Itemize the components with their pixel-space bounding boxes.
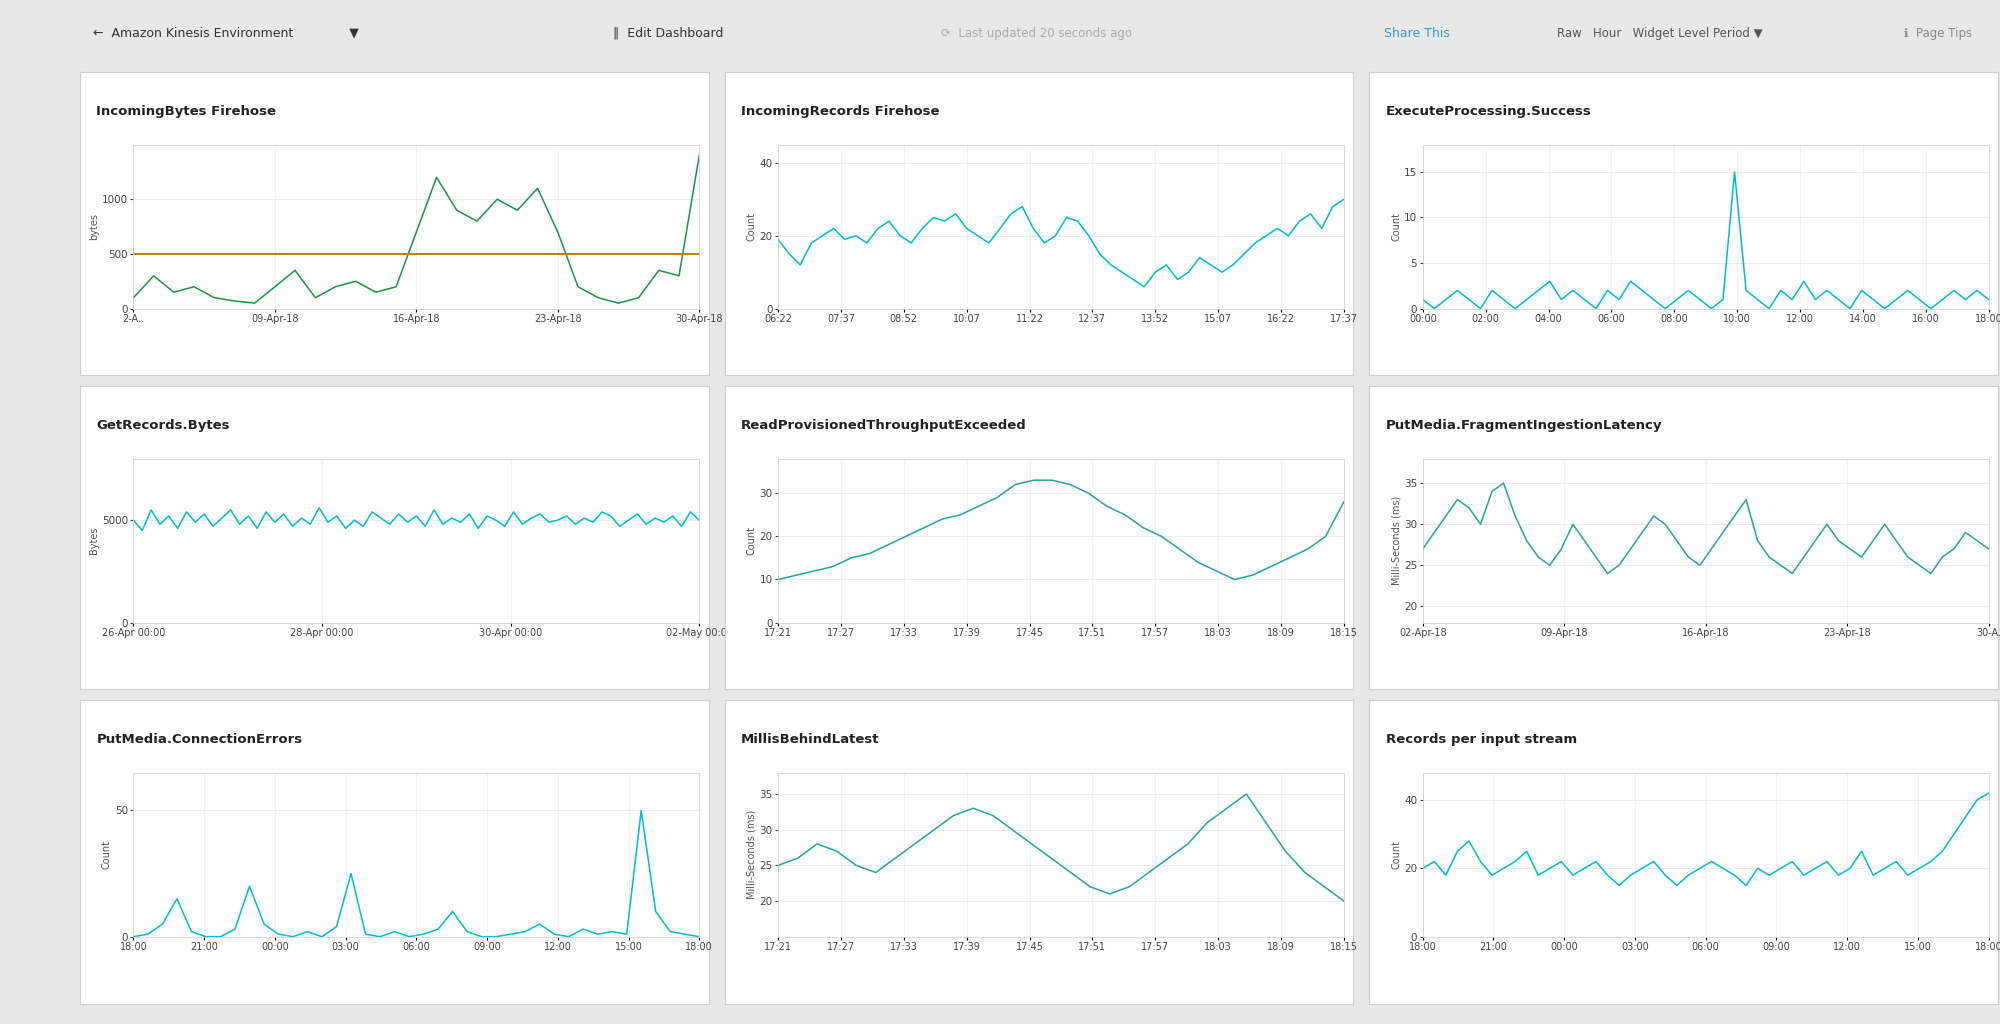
Text: PutMedia.FragmentIngestionLatency: PutMedia.FragmentIngestionLatency: [1386, 419, 1662, 432]
Y-axis label: Milli-Seconds (ms): Milli-Seconds (ms): [746, 810, 756, 899]
Text: ℹ  Page Tips: ℹ Page Tips: [1904, 27, 1972, 40]
Text: Share This: Share This: [1384, 27, 1450, 40]
Text: ReadProvisionedThroughputExceeded: ReadProvisionedThroughputExceeded: [742, 419, 1026, 432]
Y-axis label: Count: Count: [102, 840, 112, 869]
Y-axis label: Milli-Seconds (ms): Milli-Seconds (ms): [1392, 496, 1402, 586]
Text: PutMedia.ConnectionErrors: PutMedia.ConnectionErrors: [96, 733, 302, 746]
Y-axis label: bytes: bytes: [88, 213, 98, 240]
Text: ⟳  Last updated 20 seconds ago: ⟳ Last updated 20 seconds ago: [940, 27, 1132, 40]
Text: ←  Amazon Kinesis Environment              ▼: ← Amazon Kinesis Environment ▼: [94, 27, 360, 40]
Y-axis label: Count: Count: [1392, 212, 1402, 241]
Text: IncomingBytes Firehose: IncomingBytes Firehose: [96, 105, 276, 119]
Y-axis label: Bytes: Bytes: [88, 527, 98, 554]
Text: MillisBehindLatest: MillisBehindLatest: [742, 733, 880, 746]
Text: Raw   Hour   Widget Level Period ▼: Raw Hour Widget Level Period ▼: [1558, 27, 1762, 40]
Y-axis label: Count: Count: [746, 212, 756, 241]
Text: GetRecords.Bytes: GetRecords.Bytes: [96, 419, 230, 432]
Text: IncomingRecords Firehose: IncomingRecords Firehose: [742, 105, 940, 119]
Y-axis label: Count: Count: [1392, 840, 1402, 869]
Text: Records per input stream: Records per input stream: [1386, 733, 1576, 746]
Y-axis label: Count: Count: [746, 526, 756, 555]
Text: ‖  Edit Dashboard: ‖ Edit Dashboard: [614, 27, 724, 40]
Text: ExecuteProcessing.Success: ExecuteProcessing.Success: [1386, 105, 1592, 119]
